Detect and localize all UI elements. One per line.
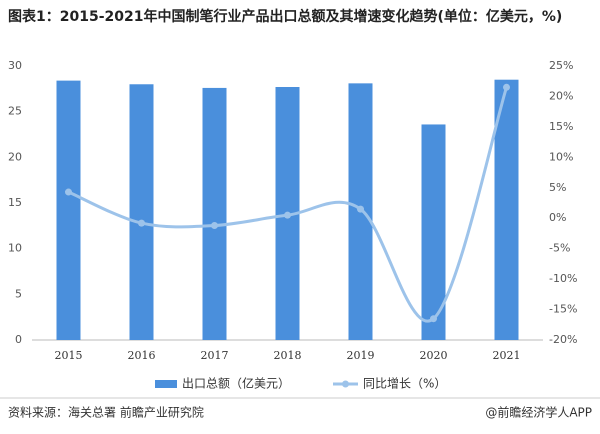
y2-tick-label: 10% bbox=[549, 150, 573, 163]
marker bbox=[211, 222, 218, 230]
bar bbox=[56, 80, 81, 340]
bar bbox=[129, 84, 154, 341]
y-tick-label: 15 bbox=[8, 196, 22, 209]
y2-tick-label: -10% bbox=[549, 272, 577, 285]
x-tick-label: 2018 bbox=[274, 349, 302, 362]
marker bbox=[503, 83, 510, 91]
marker bbox=[430, 315, 437, 323]
marker bbox=[284, 211, 291, 219]
chart-title: 图表1：2015-2021年中国制笔行业产品出口总额及其增速变化趋势(单位：亿美… bbox=[8, 9, 563, 25]
y2-tick-label: 0% bbox=[549, 211, 566, 224]
bar bbox=[202, 87, 227, 340]
legend-label: 同比增长（%） bbox=[363, 377, 446, 391]
y-tick-label: 10 bbox=[8, 242, 22, 255]
marker bbox=[65, 188, 72, 196]
y2-tick-label: -5% bbox=[549, 242, 570, 255]
x-tick-label: 2021 bbox=[493, 349, 521, 362]
x-tick-label: 2015 bbox=[55, 349, 83, 362]
bar bbox=[421, 124, 446, 340]
x-tick-label: 2017 bbox=[201, 349, 229, 362]
y2-tick-label: 20% bbox=[549, 89, 573, 102]
y2-tick-label: -20% bbox=[549, 333, 577, 346]
line bbox=[67, 86, 508, 323]
y2-tick-label: 15% bbox=[549, 120, 573, 133]
marker bbox=[138, 219, 145, 227]
x-tick-label: 2020 bbox=[420, 349, 448, 362]
x-tick-label: 2019 bbox=[347, 349, 375, 362]
x-tick-label: 2016 bbox=[128, 349, 156, 362]
y2-tick-label: 25% bbox=[549, 59, 573, 72]
y2-tick-label: 5% bbox=[549, 181, 566, 194]
y-tick-label: 0 bbox=[15, 333, 22, 346]
y-tick-label: 30 bbox=[8, 59, 22, 72]
legend-label: 出口总额（亿美元） bbox=[182, 376, 290, 391]
source: 资料来源：海关总署 前瞻产业研究院 bbox=[8, 405, 204, 420]
y-tick-label: 5 bbox=[15, 287, 22, 300]
credit: @前瞻经济学人APP bbox=[485, 405, 592, 420]
bar bbox=[494, 79, 519, 340]
y-tick-label: 25 bbox=[8, 105, 22, 118]
marker bbox=[357, 205, 364, 213]
y2-tick-label: -15% bbox=[549, 303, 577, 316]
legend-swatch bbox=[155, 380, 177, 388]
y-tick-label: 20 bbox=[8, 150, 22, 163]
legend-swatch bbox=[342, 380, 349, 388]
